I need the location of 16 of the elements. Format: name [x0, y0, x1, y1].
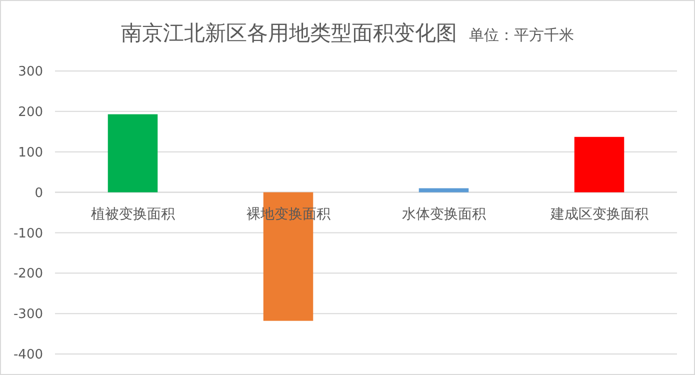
bar [574, 136, 624, 192]
x-tick-label: 植被变换面积 [90, 206, 175, 222]
bar [418, 188, 469, 192]
chart-title: 南京江北新区各用地类型面积变化图 [121, 21, 457, 45]
y-tick-label: 300 [18, 64, 43, 80]
y-tick-label: -300 [13, 307, 43, 322]
chart-subtitle: 单位：平方千米 [469, 26, 574, 44]
y-tick-label: -100 [13, 226, 43, 242]
bar [108, 114, 158, 192]
y-tick-label: -200 [13, 266, 43, 282]
x-tick-label: 水体变换面积 [402, 206, 486, 222]
y-tick-label: 200 [18, 104, 43, 120]
x-tick-label: 建成区变换面积 [549, 206, 648, 222]
y-tick-label: 100 [18, 145, 43, 160]
y-tick-label: -400 [13, 348, 43, 363]
y-tick-label: 0 [34, 186, 43, 201]
